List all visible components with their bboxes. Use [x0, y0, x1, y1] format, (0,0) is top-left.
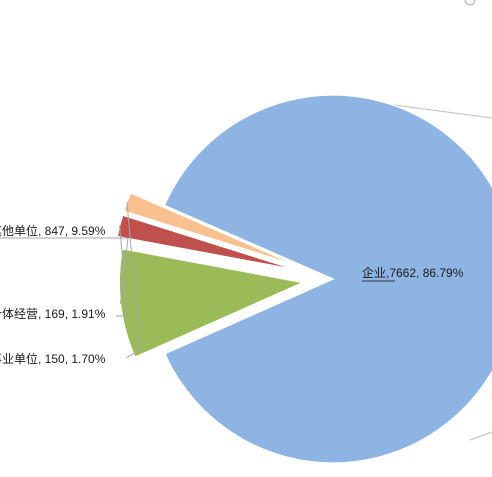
slice-label-institution: 事业单位, 150, 1.70% [0, 351, 106, 366]
slice-label-enterprise: 企业,7662, 86.79% [362, 265, 464, 280]
slice-individual-leader-line [116, 225, 129, 317]
slice-institution [122, 191, 300, 268]
slice-label-individual: 个体经营, 169, 1.91% [0, 307, 106, 321]
corner-circle-icon [464, 0, 476, 6]
leader-line-bottom [469, 431, 492, 441]
slice-institution-leader-line [125, 201, 141, 359]
slice-enterprise [163, 94, 492, 464]
slice-label-other: 其他单位, 847, 9.59% [0, 223, 106, 238]
slice-individual [116, 214, 299, 272]
slice-other-leader-line [0, 237, 129, 305]
